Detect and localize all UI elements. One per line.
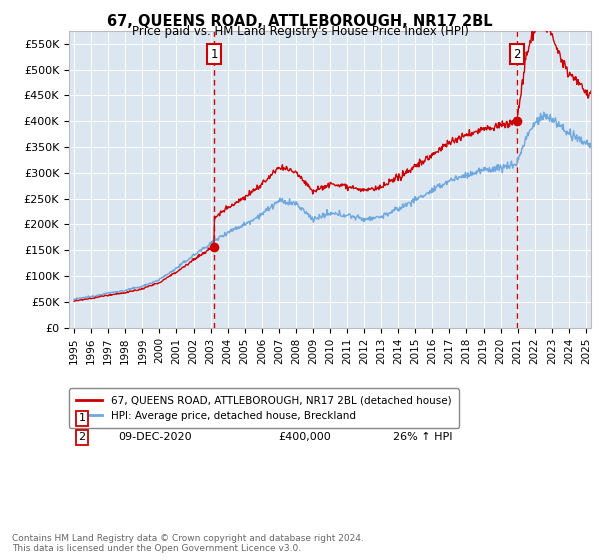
Legend: 67, QUEENS ROAD, ATTLEBOROUGH, NR17 2BL (detached house), HPI: Average price, de: 67, QUEENS ROAD, ATTLEBOROUGH, NR17 2BL … [69, 389, 458, 428]
Text: 1: 1 [79, 413, 86, 423]
Text: £400,000: £400,000 [278, 432, 331, 442]
Text: Price paid vs. HM Land Registry's House Price Index (HPI): Price paid vs. HM Land Registry's House … [131, 25, 469, 38]
Text: 1: 1 [211, 48, 218, 60]
Text: 09-DEC-2020: 09-DEC-2020 [119, 432, 192, 442]
Text: 17-MAR-2003: 17-MAR-2003 [119, 413, 193, 423]
Text: 67, QUEENS ROAD, ATTLEBOROUGH, NR17 2BL: 67, QUEENS ROAD, ATTLEBOROUGH, NR17 2BL [107, 14, 493, 29]
Text: Contains HM Land Registry data © Crown copyright and database right 2024.
This d: Contains HM Land Registry data © Crown c… [12, 534, 364, 553]
Text: 26% ↑ HPI: 26% ↑ HPI [392, 432, 452, 442]
Text: 2: 2 [79, 432, 86, 442]
Text: 4% ↓ HPI: 4% ↓ HPI [392, 413, 445, 423]
Text: 2: 2 [513, 48, 520, 60]
Text: £157,000: £157,000 [278, 413, 331, 423]
